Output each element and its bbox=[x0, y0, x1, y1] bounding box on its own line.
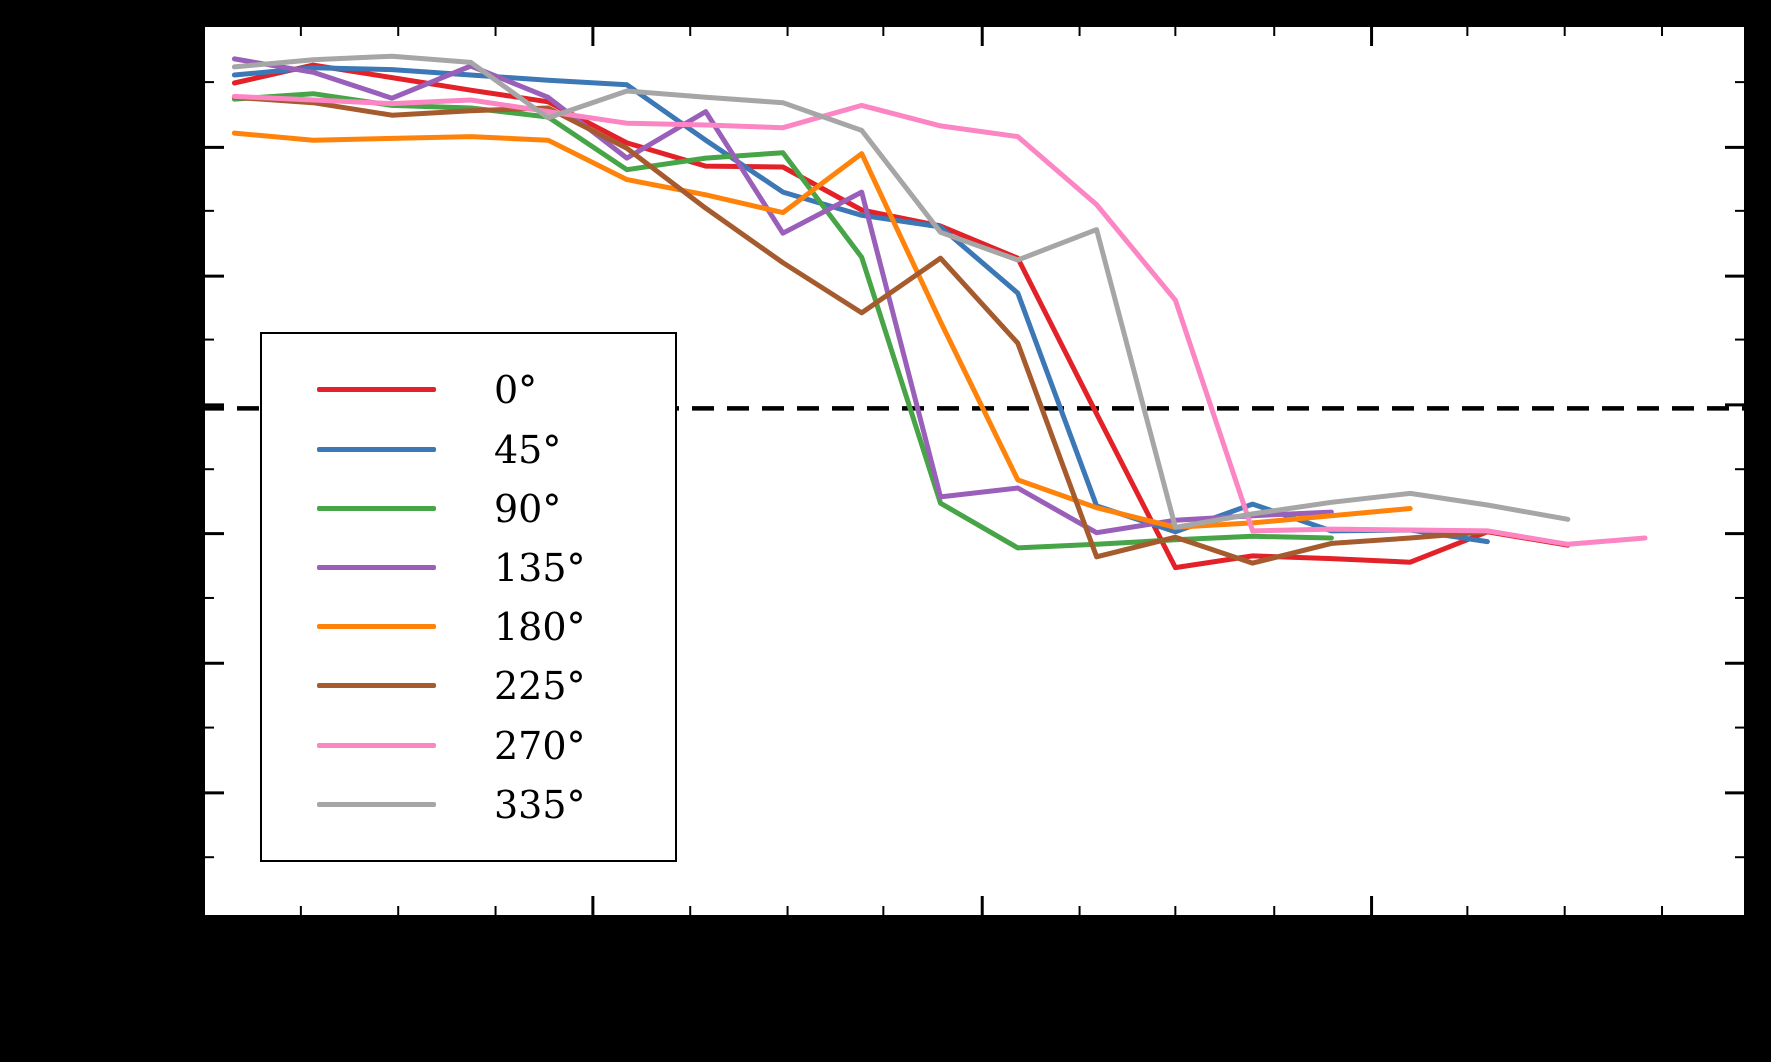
legend-item-225deg: 225° bbox=[262, 656, 675, 715]
series-line-135deg bbox=[231, 56, 1334, 536]
legend-swatch-135deg bbox=[317, 565, 436, 570]
legend-swatch-90deg bbox=[317, 506, 436, 511]
series-line-225deg bbox=[231, 94, 1490, 566]
legend-item-135deg: 135° bbox=[262, 538, 675, 597]
legend-item-335deg: 335° bbox=[262, 775, 675, 834]
legend-item-90deg: 90° bbox=[262, 479, 675, 538]
legend-swatch-335deg bbox=[317, 802, 436, 807]
legend-label-90deg: 90° bbox=[494, 486, 562, 531]
legend-swatch-180deg bbox=[317, 624, 436, 629]
legend-item-45deg: 45° bbox=[262, 420, 675, 479]
legend-label-135deg: 135° bbox=[494, 545, 586, 590]
legend-swatch-45deg bbox=[317, 447, 436, 452]
plot-area: 0° 45° 90° 135° 180° 225° bbox=[202, 24, 1747, 918]
legend-label-335deg: 335° bbox=[494, 782, 586, 827]
series-line-270deg bbox=[231, 93, 1648, 547]
series-line-335deg bbox=[231, 53, 1571, 530]
legend: 0° 45° 90° 135° 180° 225° bbox=[260, 332, 677, 862]
legend-label-225deg: 225° bbox=[494, 663, 586, 708]
series-line-180deg bbox=[231, 130, 1413, 530]
legend-label-270deg: 270° bbox=[494, 723, 586, 768]
plot-spines bbox=[202, 24, 1747, 918]
legend-label-0deg: 0° bbox=[494, 367, 538, 412]
legend-item-180deg: 180° bbox=[262, 597, 675, 656]
legend-label-180deg: 180° bbox=[494, 604, 586, 649]
legend-swatch-270deg bbox=[317, 743, 436, 748]
legend-label-45deg: 45° bbox=[494, 427, 562, 472]
legend-swatch-225deg bbox=[317, 683, 436, 688]
legend-item-0deg: 0° bbox=[262, 360, 675, 419]
legend-swatch-0deg bbox=[317, 387, 436, 392]
legend-item-270deg: 270° bbox=[262, 716, 675, 775]
series-line-0deg bbox=[231, 62, 1571, 571]
